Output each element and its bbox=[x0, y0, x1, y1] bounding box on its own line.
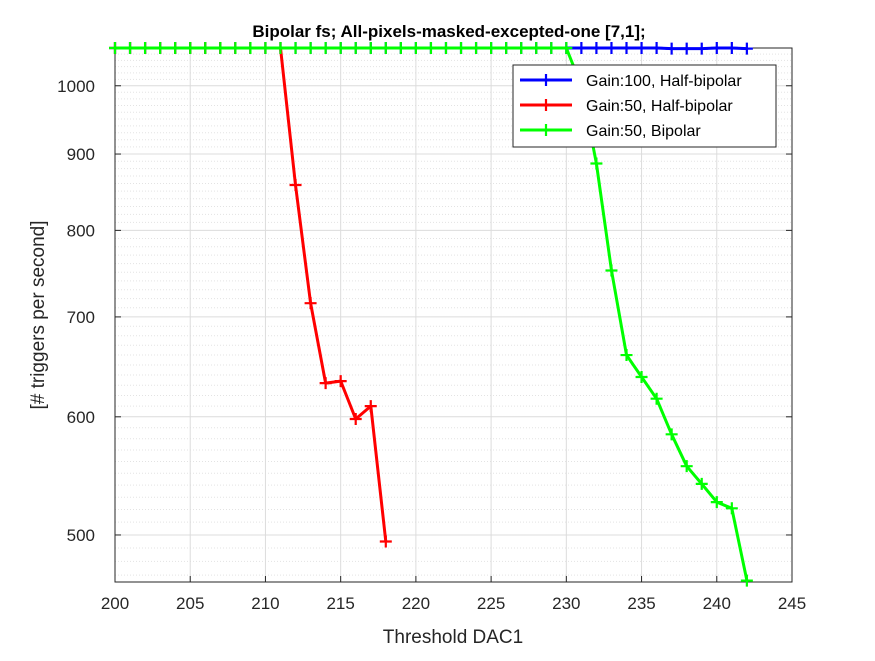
data-point-marker bbox=[620, 349, 633, 362]
data-point-marker bbox=[379, 535, 392, 548]
data-point-marker bbox=[289, 42, 302, 54]
data-point-marker bbox=[605, 42, 618, 54]
legend-entry: Gain:50, Half-bipolar bbox=[520, 98, 733, 115]
data-point-marker bbox=[710, 496, 723, 509]
data-point-marker bbox=[590, 42, 603, 54]
x-tick-label: 205 bbox=[176, 594, 204, 613]
x-tick-label: 200 bbox=[101, 594, 129, 613]
data-point-marker bbox=[665, 42, 678, 55]
data-point-marker bbox=[349, 42, 362, 54]
data-point-marker bbox=[364, 42, 377, 54]
data-point-marker bbox=[274, 42, 287, 54]
data-point-marker bbox=[154, 42, 167, 54]
data-point-marker bbox=[650, 42, 663, 54]
data-point-marker bbox=[184, 42, 197, 54]
y-tick-label: 1000 bbox=[57, 77, 95, 96]
data-point-marker bbox=[650, 392, 663, 405]
legend-label: Gain:50, Half-bipolar bbox=[586, 98, 733, 115]
data-point-marker bbox=[334, 375, 347, 388]
data-point-marker bbox=[109, 42, 121, 54]
x-axis-label: Threshold DAC1 bbox=[383, 627, 523, 648]
legend-entry: Gain:50, Bipolar bbox=[520, 123, 701, 140]
data-point-marker bbox=[740, 574, 753, 587]
data-point-marker bbox=[214, 42, 227, 54]
data-point-marker bbox=[725, 502, 738, 515]
data-point-marker bbox=[635, 42, 648, 54]
data-point-marker bbox=[439, 42, 452, 54]
data-point-marker bbox=[665, 428, 678, 441]
data-point-marker bbox=[605, 264, 618, 277]
data-point-marker bbox=[124, 42, 137, 54]
data-point-marker bbox=[695, 42, 708, 55]
data-point-marker bbox=[394, 42, 407, 54]
data-point-marker bbox=[199, 42, 212, 54]
data-point-marker bbox=[680, 42, 693, 55]
y-tick-label: 900 bbox=[67, 145, 95, 164]
data-point-marker bbox=[740, 42, 753, 55]
series-gain-50-bipolar bbox=[109, 42, 753, 587]
x-tick-label: 245 bbox=[778, 594, 806, 613]
legend-marker bbox=[540, 99, 552, 111]
data-point-marker bbox=[725, 42, 738, 54]
data-point-marker bbox=[620, 42, 633, 54]
data-point-marker bbox=[530, 42, 543, 54]
data-point-marker bbox=[695, 477, 708, 490]
data-point-marker bbox=[575, 42, 588, 54]
y-axis-label: [# triggers per second] bbox=[28, 220, 49, 409]
data-point-marker bbox=[319, 377, 332, 390]
data-point-marker bbox=[424, 42, 437, 54]
x-tick-label: 220 bbox=[402, 594, 430, 613]
y-tick-label: 600 bbox=[67, 408, 95, 427]
x-tick-label: 215 bbox=[326, 594, 354, 613]
data-point-marker bbox=[229, 42, 242, 54]
series-layer bbox=[109, 42, 753, 587]
data-point-marker bbox=[470, 42, 483, 54]
data-point-marker bbox=[304, 297, 317, 310]
data-point-marker bbox=[560, 42, 573, 54]
data-point-marker bbox=[485, 42, 498, 54]
x-tick-label: 210 bbox=[251, 594, 279, 613]
data-point-marker bbox=[139, 42, 152, 54]
x-axis-ticks: 200 205 210 215 220 225 230 235 240 245 bbox=[101, 48, 806, 613]
x-tick-label: 240 bbox=[703, 594, 731, 613]
data-point-marker bbox=[409, 42, 422, 54]
legend-label: Gain:100, Half-bipolar bbox=[586, 73, 742, 90]
data-point-marker bbox=[710, 42, 723, 54]
data-point-marker bbox=[349, 412, 362, 425]
data-point-marker bbox=[680, 460, 693, 473]
data-point-marker bbox=[515, 42, 528, 54]
data-point-marker bbox=[259, 42, 272, 54]
legend: Gain:100, Half-bipolar Gain:50, Half-bipo… bbox=[512, 64, 777, 148]
legend-label: Gain:50, Bipolar bbox=[586, 123, 701, 140]
data-point-marker bbox=[319, 42, 332, 54]
x-tick-label: 230 bbox=[552, 594, 580, 613]
data-point-marker bbox=[289, 179, 302, 192]
legend-marker bbox=[540, 124, 552, 136]
data-point-marker bbox=[244, 42, 257, 54]
data-point-marker bbox=[635, 371, 648, 384]
x-tick-label: 235 bbox=[627, 594, 655, 613]
x-tick-label: 225 bbox=[477, 594, 505, 613]
data-point-marker bbox=[545, 42, 558, 54]
data-point-marker bbox=[455, 42, 468, 54]
data-point-marker bbox=[169, 42, 182, 54]
data-point-marker bbox=[500, 42, 513, 54]
legend-marker bbox=[540, 74, 552, 86]
y-axis-ticks: 500 600 700 800 900 1000 bbox=[57, 77, 792, 545]
data-point-marker bbox=[304, 42, 317, 54]
chart-title: Bipolar fs; All-pixels-masked-excepted-o… bbox=[252, 22, 645, 41]
legend-entry: Gain:100, Half-bipolar bbox=[520, 73, 742, 90]
data-point-marker bbox=[364, 400, 377, 413]
data-point-marker bbox=[379, 42, 392, 54]
y-tick-label: 700 bbox=[67, 308, 95, 327]
y-tick-label: 800 bbox=[67, 221, 95, 240]
y-tick-label: 500 bbox=[67, 526, 95, 545]
data-point-marker bbox=[334, 42, 347, 54]
data-point-marker bbox=[590, 157, 603, 170]
